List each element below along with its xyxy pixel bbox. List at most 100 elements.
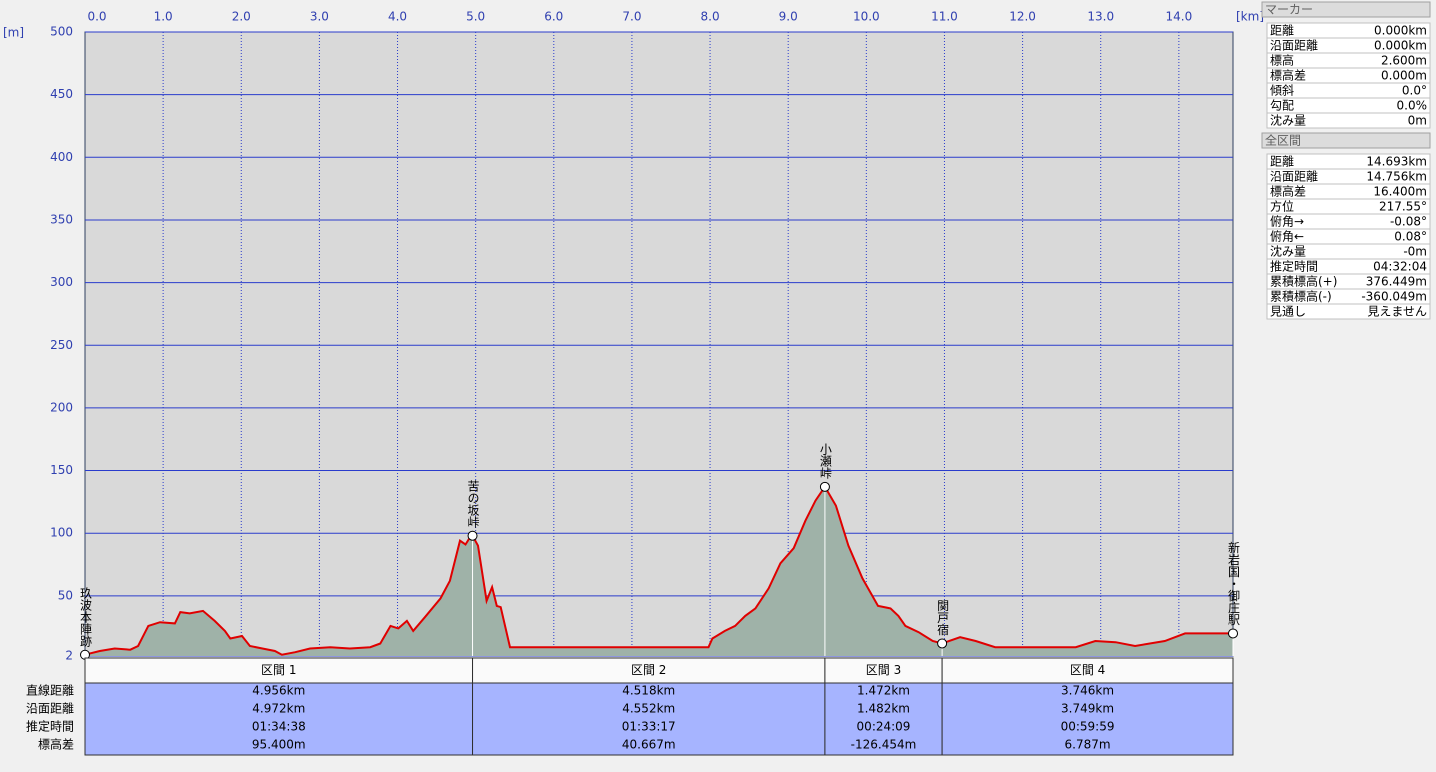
- plot-area: [84, 31, 1234, 657]
- panel-key: 俯角→: [1270, 214, 1304, 229]
- y-tick-label: 250: [50, 338, 73, 352]
- x-tick-label: 13.0: [1087, 10, 1114, 24]
- panel-value: 見えません: [1367, 305, 1427, 319]
- x-tick-label: 11.0: [931, 10, 958, 24]
- panel-key: 累積標高(-): [1270, 289, 1332, 304]
- section-header: 区間 1: [261, 663, 296, 677]
- waypoint-label: 新岩国・御庄駅: [1227, 540, 1241, 626]
- panel-value: 217.55°: [1379, 200, 1427, 214]
- section-header-cell: [84, 657, 474, 684]
- panel-value: 0.0%: [1397, 99, 1428, 113]
- waypoint-marker: [1228, 628, 1238, 639]
- section-value: -126.454m: [851, 738, 917, 752]
- section-header: 区間 2: [631, 663, 666, 677]
- section-body-cell: [472, 682, 826, 756]
- section-header: 区間 3: [866, 663, 901, 677]
- section-header-cell: [941, 657, 1234, 684]
- x-tick-label: 7.0: [622, 10, 641, 24]
- section-value: 4.518km: [622, 684, 675, 698]
- section-row-label: 直線距離: [26, 683, 74, 698]
- waypoint-marker: [819, 481, 830, 492]
- panel-value: 14.756km: [1366, 170, 1427, 184]
- section-value: 1.472km: [857, 684, 910, 698]
- panel-key: 沈み量: [1270, 244, 1306, 259]
- y-tick-label: 500: [50, 25, 73, 39]
- y-tick-label: 350: [50, 212, 73, 226]
- panel-key: 距離: [1270, 24, 1294, 38]
- x-tick-label: 4.0: [388, 10, 407, 24]
- section-value: 4.972km: [252, 702, 305, 716]
- waypoint-label: 苦の坂峠: [466, 479, 480, 527]
- panel-value: 2.600m: [1381, 54, 1427, 68]
- panel-title: 全区間: [1265, 133, 1301, 148]
- section-value: 01:33:17: [622, 720, 676, 734]
- panel-value: 16.400m: [1373, 185, 1427, 199]
- y-tick-label: 50: [58, 588, 73, 602]
- section-value: 00:59:59: [1061, 720, 1115, 734]
- y-tick-label: 150: [50, 463, 73, 477]
- section-value: 6.787m: [1065, 738, 1111, 752]
- section-value: 4.552km: [622, 702, 675, 716]
- panel-key: 見通し: [1270, 305, 1306, 319]
- panel-key: 距離: [1270, 155, 1294, 169]
- panel-value: -360.049m: [1361, 290, 1427, 304]
- section-header-cell: [824, 657, 943, 684]
- x-tick-label: 9.0: [779, 10, 798, 24]
- panel-key: 勾配: [1270, 99, 1294, 113]
- panel-key: 標高: [1270, 53, 1294, 68]
- panel-key: 沿面距離: [1270, 39, 1318, 53]
- section-body-cell: [824, 682, 943, 756]
- section-row-label: 沿面距離: [26, 702, 74, 716]
- waypoint-marker: [467, 530, 478, 541]
- y-tick-label: 2: [65, 649, 73, 663]
- section-value: 3.749km: [1061, 702, 1114, 716]
- y-tick-label: 450: [50, 87, 73, 101]
- panel-row: [1266, 112, 1431, 129]
- section-row-label: 標高差: [38, 737, 74, 752]
- panel-key: 傾斜: [1270, 84, 1294, 98]
- section-value: 40.667m: [622, 738, 676, 752]
- panel-value: 04:32:04: [1373, 260, 1427, 274]
- panel-value: 14.693km: [1366, 155, 1427, 169]
- panel-value: 0m: [1408, 114, 1427, 128]
- panel-value: 376.449m: [1366, 275, 1427, 289]
- panel-key: 標高差: [1270, 68, 1306, 83]
- section-value: 95.400m: [252, 738, 306, 752]
- panel-key: 沿面距離: [1270, 170, 1318, 184]
- panel-value: 0.08°: [1394, 230, 1427, 244]
- panel-key: 累積標高(+): [1270, 274, 1337, 289]
- section-value: 3.746km: [1061, 684, 1114, 698]
- y-tick-label: 200: [50, 400, 73, 414]
- x-tick-label: 6.0: [544, 10, 563, 24]
- waypoint-label: 小瀬峠: [818, 442, 832, 478]
- waypoint-label: 関戸宿: [936, 599, 950, 635]
- panel-value: -0m: [1403, 245, 1427, 259]
- panel-key: 俯角←: [1270, 229, 1304, 244]
- panel-key: 推定時間: [1270, 259, 1318, 274]
- panel-value: 0.0°: [1402, 84, 1427, 98]
- section-body-cell: [84, 682, 474, 756]
- panel-key: 沈み量: [1270, 113, 1306, 128]
- y-tick-label: 400: [50, 150, 73, 164]
- x-tick-label: 14.0: [1165, 10, 1192, 24]
- elevation-area: [85, 486, 1233, 656]
- panel-key: 方位: [1270, 199, 1294, 214]
- y-tick-label: 300: [50, 275, 73, 289]
- section-value: 4.956km: [252, 684, 305, 698]
- panel-value: 0.000km: [1374, 24, 1427, 38]
- x-tick-label: 12.0: [1009, 10, 1036, 24]
- x-axis-unit: [km]: [1236, 10, 1264, 24]
- panel-title-bar: [1261, 1, 1431, 18]
- section-header: 区間 4: [1070, 663, 1105, 677]
- waypoint-label: 玖波本陣跡: [79, 586, 93, 647]
- panel-value: 0.000km: [1374, 39, 1427, 53]
- y-tick-label: 100: [50, 526, 73, 540]
- panel-value: 0.000m: [1381, 69, 1427, 83]
- x-tick-label: 5.0: [466, 10, 485, 24]
- x-tick-label: 0.0: [87, 10, 106, 24]
- section-value: 1.482km: [857, 702, 910, 716]
- x-tick-label: 1.0: [154, 10, 173, 24]
- section-row-label: 推定時間: [26, 719, 74, 734]
- panel-title-bar: [1261, 132, 1431, 149]
- x-tick-label: 8.0: [701, 10, 720, 24]
